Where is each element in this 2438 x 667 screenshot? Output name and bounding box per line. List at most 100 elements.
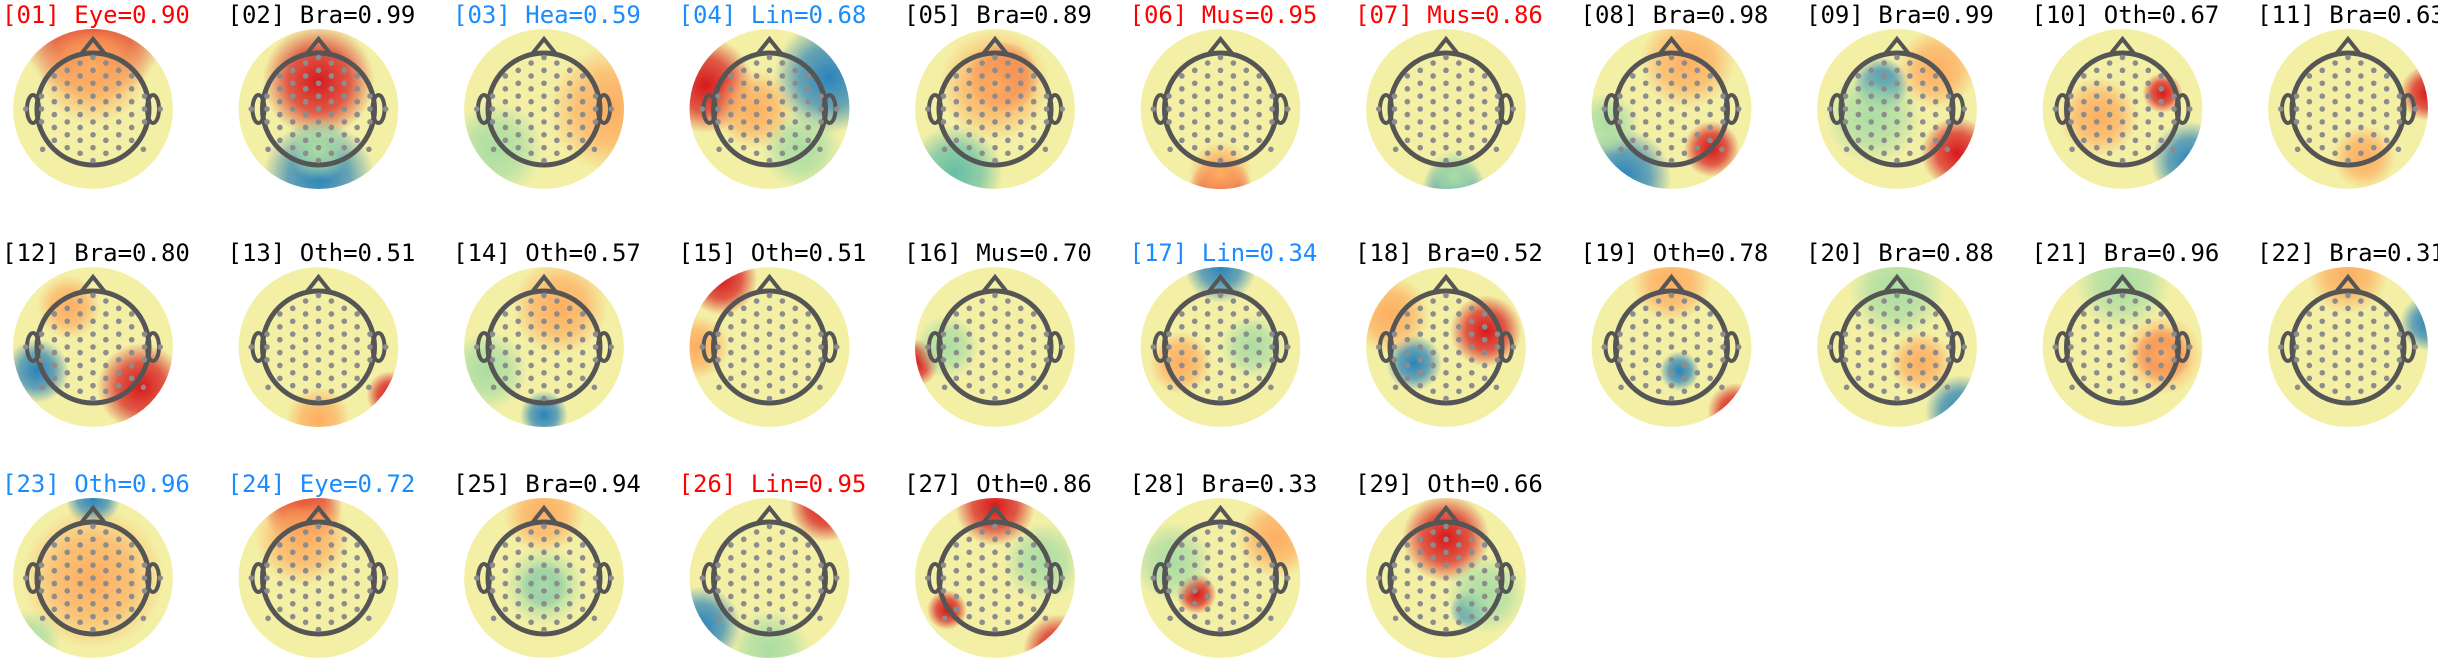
electrode	[1443, 318, 1449, 325]
electrode	[992, 131, 998, 138]
electrode	[77, 324, 83, 330]
electrode	[1642, 344, 1649, 350]
electrode	[1668, 292, 1675, 299]
electrode	[2068, 93, 2074, 99]
electrode	[341, 318, 348, 325]
electrode	[489, 357, 496, 363]
electrode	[1204, 137, 1211, 144]
electrode	[1720, 106, 1726, 112]
electrode	[1443, 575, 1449, 581]
electrode	[1017, 67, 1024, 74]
electrode	[566, 80, 573, 87]
electrode	[1284, 575, 1291, 581]
electrode	[1191, 144, 1198, 151]
electrode	[541, 157, 547, 164]
electrode	[1017, 93, 1024, 99]
electrode	[2132, 336, 2139, 343]
electrode	[992, 357, 998, 363]
head-outline	[2289, 288, 2407, 406]
electrode	[1179, 124, 1185, 131]
electrode	[1243, 331, 1250, 337]
electrode	[2370, 93, 2377, 99]
electrode	[805, 580, 811, 587]
electrode	[289, 144, 296, 151]
electrode	[1217, 106, 1224, 112]
electrode	[1630, 73, 1636, 79]
electrode	[1443, 549, 1449, 556]
electrode	[1217, 305, 1224, 312]
electrode	[579, 542, 586, 548]
electrode	[90, 613, 96, 620]
electrode	[1204, 98, 1211, 105]
electrode	[2306, 73, 2313, 79]
electrode	[77, 542, 83, 548]
electrode	[1243, 600, 1250, 607]
electrode	[966, 536, 973, 543]
electrode	[341, 369, 348, 376]
electrode	[2132, 60, 2139, 66]
electrode	[2306, 362, 2313, 369]
electrode	[2081, 111, 2087, 118]
electrode	[1404, 124, 1411, 131]
electrode	[157, 575, 163, 581]
electrode	[1030, 86, 1037, 92]
electrode	[302, 375, 309, 382]
electrode	[289, 549, 296, 556]
head-outline	[936, 288, 1054, 406]
electrode	[489, 106, 496, 112]
electrode	[1005, 529, 1011, 535]
electrode	[90, 106, 96, 112]
electrode	[779, 555, 786, 561]
component: [05] Bra=0.89	[904, 1, 1092, 189]
component: [28] Bra=0.33	[1130, 470, 1317, 658]
electrode	[1919, 144, 1926, 151]
electrode	[992, 305, 998, 312]
electrode	[541, 562, 547, 568]
electrode	[115, 549, 122, 556]
component-label: [12] Bra=0.80	[2, 239, 190, 267]
electrode	[753, 542, 760, 548]
electrode	[1642, 144, 1649, 151]
electrode	[1681, 150, 1688, 157]
electrode	[328, 150, 335, 157]
electrode	[2396, 106, 2403, 112]
electrode	[1268, 384, 1274, 391]
electrode	[77, 593, 83, 600]
electrode	[953, 593, 960, 600]
electrode	[2052, 344, 2059, 350]
electrode	[1430, 73, 1436, 79]
electrode	[328, 619, 335, 626]
component: [23] Oth=0.96	[2, 470, 190, 658]
electrode	[753, 73, 760, 79]
electrode	[1894, 157, 1900, 164]
electrode	[502, 336, 509, 343]
electrode	[805, 593, 811, 600]
electrode	[2132, 86, 2139, 92]
electrode	[515, 119, 522, 125]
electrode	[1243, 536, 1250, 543]
electrode	[818, 344, 824, 350]
electrode	[1456, 375, 1462, 382]
electrode	[554, 606, 560, 613]
electrode	[302, 324, 309, 330]
electrode	[2119, 357, 2126, 363]
electrode	[1230, 529, 1237, 535]
electrode	[2370, 106, 2377, 112]
head-outline	[2064, 288, 2181, 406]
electrode	[38, 588, 45, 594]
electrode	[1417, 106, 1424, 112]
electrode	[51, 124, 58, 131]
electrode	[1481, 111, 1488, 118]
electrode	[541, 318, 547, 325]
electrode	[805, 137, 811, 144]
electrode	[1468, 357, 1475, 363]
electrode	[740, 344, 747, 350]
electrode	[2119, 157, 2126, 164]
electrode	[579, 98, 586, 105]
electrode	[792, 93, 799, 99]
electrode	[90, 144, 96, 151]
electrode	[38, 93, 45, 99]
electrode	[2069, 384, 2075, 391]
electrode	[566, 305, 573, 312]
electrode	[2370, 369, 2377, 376]
